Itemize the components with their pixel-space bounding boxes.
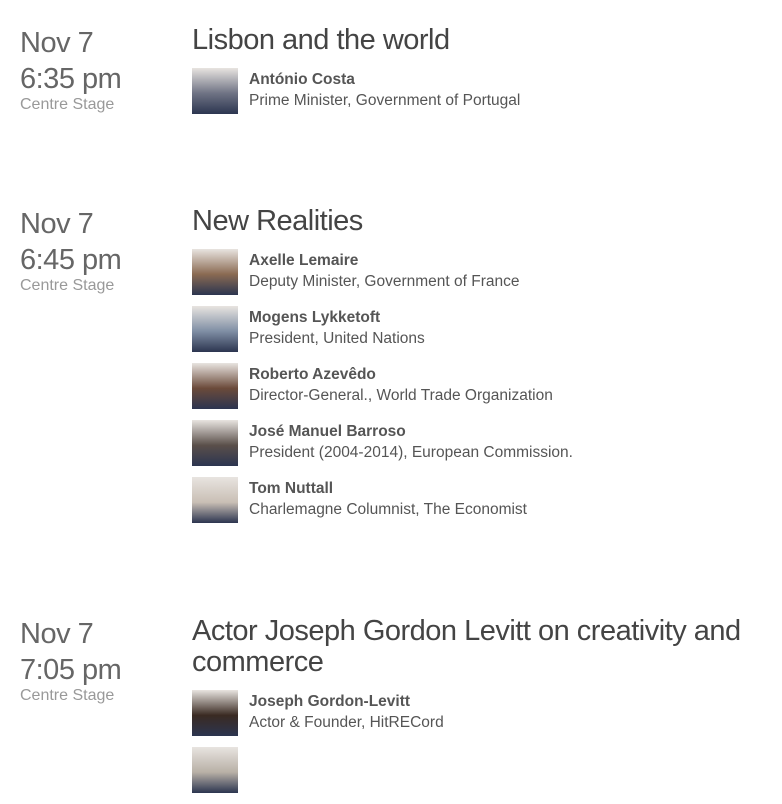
session-time: 6:45 pm [20, 244, 122, 276]
speaker-info: Roberto Azevêdo Director-General., World… [249, 363, 553, 406]
speaker-item[interactable] [192, 747, 772, 804]
session-date: Nov 7 [20, 208, 94, 240]
session-time: 6:35 pm [20, 63, 122, 95]
speaker-item[interactable]: António Costa Prime Minister, Government… [192, 68, 772, 125]
speaker-photo[interactable] [192, 68, 238, 114]
speaker-name[interactable]: Roberto Azevêdo [249, 366, 376, 383]
speaker-photo[interactable] [192, 306, 238, 352]
session-when: Nov 7 6:45 pm Centre Stage [20, 206, 180, 296]
session-when: Nov 7 7:05 pm Centre Stage [20, 616, 180, 706]
session-date: Nov 7 [20, 618, 94, 650]
session-content: Lisbon and the world António Costa Prime… [192, 25, 772, 125]
speaker-item[interactable]: Joseph Gordon-Levitt Actor & Founder, Hi… [192, 690, 772, 747]
speaker-info: Axelle Lemaire Deputy Minister, Governme… [249, 249, 520, 292]
session-when: Nov 7 6:35 pm Centre Stage [20, 25, 180, 115]
session-title[interactable]: New Realities [192, 205, 363, 237]
speaker-photo[interactable] [192, 363, 238, 409]
speaker-info: Mogens Lykketoft President, United Natio… [249, 306, 425, 349]
session-content: New Realities Axelle Lemaire Deputy Mini… [192, 206, 772, 534]
speaker-photo[interactable] [192, 249, 238, 295]
speaker-info: Tom Nuttall Charlemagne Columnist, The E… [249, 477, 527, 520]
speaker-name[interactable]: António Costa [249, 71, 355, 88]
speaker-item[interactable]: Mogens Lykketoft President, United Natio… [192, 306, 772, 363]
speaker-item[interactable]: Roberto Azevêdo Director-General., World… [192, 363, 772, 420]
speaker-photo[interactable] [192, 477, 238, 523]
speaker-role: Deputy Minister, Government of France [249, 273, 520, 290]
session-venue: Centre Stage [20, 96, 115, 113]
speaker-photo[interactable] [192, 690, 238, 736]
session-venue: Centre Stage [20, 277, 115, 294]
session-time: 7:05 pm [20, 654, 122, 686]
session-venue: Centre Stage [20, 687, 115, 704]
speaker-name[interactable]: Axelle Lemaire [249, 252, 359, 269]
session-content: Actor Joseph Gordon Levitt on creativity… [192, 616, 772, 804]
speaker-photo[interactable] [192, 747, 238, 793]
session-date: Nov 7 [20, 27, 94, 59]
speaker-name[interactable]: Joseph Gordon-Levitt [249, 693, 411, 710]
speaker-item[interactable]: Tom Nuttall Charlemagne Columnist, The E… [192, 477, 772, 534]
session-title[interactable]: Lisbon and the world [192, 24, 450, 56]
speaker-role: Charlemagne Columnist, The Economist [249, 501, 527, 518]
speaker-role: President (2004-2014), European Commissi… [249, 444, 573, 461]
session-title[interactable]: Actor Joseph Gordon Levitt on creativity… [192, 615, 741, 678]
speaker-item[interactable]: José Manuel Barroso President (2004-2014… [192, 420, 772, 477]
speaker-role: Prime Minister, Government of Portugal [249, 92, 521, 109]
speaker-info: António Costa Prime Minister, Government… [249, 68, 520, 111]
speaker-photo[interactable] [192, 420, 238, 466]
speaker-role: Actor & Founder, HitRECord [249, 714, 444, 731]
speaker-info: Joseph Gordon-Levitt Actor & Founder, Hi… [249, 690, 444, 733]
speaker-item[interactable]: Axelle Lemaire Deputy Minister, Governme… [192, 249, 772, 306]
speaker-name[interactable]: José Manuel Barroso [249, 423, 406, 440]
speaker-role: President, United Nations [249, 330, 425, 347]
speaker-name[interactable]: Tom Nuttall [249, 480, 334, 497]
speaker-name[interactable]: Mogens Lykketoft [249, 309, 381, 326]
speaker-info: José Manuel Barroso President (2004-2014… [249, 420, 573, 463]
speaker-role: Director-General., World Trade Organizat… [249, 387, 553, 404]
